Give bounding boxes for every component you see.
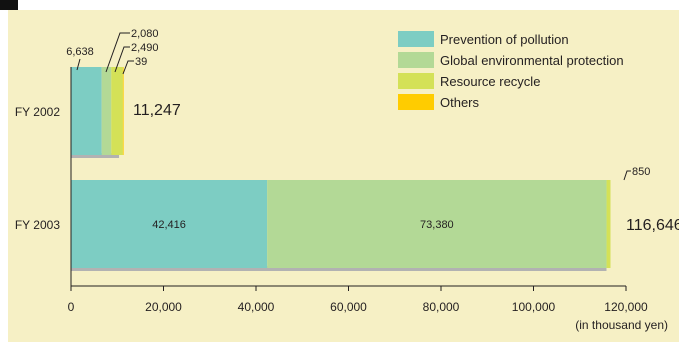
bar-segment	[122, 67, 124, 155]
unit-label: (in thousand yen)	[575, 318, 668, 332]
x-tick-label: 0	[68, 300, 75, 314]
bar-shadow	[71, 266, 607, 271]
bar-segment	[111, 67, 123, 155]
legend-swatch	[398, 73, 434, 89]
bar-segment	[71, 180, 268, 268]
corner-marker	[0, 0, 18, 10]
x-tick-label: 100,000	[512, 300, 556, 314]
data-label: 2,080	[131, 28, 159, 40]
legend-swatch	[398, 94, 434, 110]
legend-swatch	[398, 52, 434, 68]
category-label: FY 2002	[15, 105, 60, 119]
data-label: 39	[135, 56, 147, 68]
bar-segment	[71, 67, 102, 155]
leader-line	[105, 32, 130, 73]
plot-background	[8, 10, 679, 342]
data-label: 850	[632, 166, 650, 178]
legend: Prevention of pollution Global environmen…	[398, 31, 624, 110]
bar-segment	[606, 180, 611, 268]
legend-label: Resource recycle	[440, 74, 540, 89]
x-tick-label: 80,000	[423, 300, 460, 314]
legend-label: Prevention of pollution	[440, 32, 569, 47]
bar-segment	[101, 67, 112, 155]
data-label: 2,490	[131, 42, 159, 54]
leader-line	[122, 60, 134, 75]
legend-label: Global environmental protection	[440, 53, 624, 68]
leader-line	[623, 170, 631, 181]
x-tick-label: 20,000	[145, 300, 182, 314]
bar-shadow	[71, 153, 120, 158]
data-label: 73,380	[420, 219, 454, 231]
legend-swatch	[398, 31, 434, 47]
legend-label: Others	[440, 95, 480, 110]
total-label: 116,646	[626, 217, 679, 234]
leader-line	[76, 58, 81, 71]
x-tick-label: 120,000	[604, 300, 648, 314]
x-tick-label: 40,000	[238, 300, 275, 314]
data-label: 6,638	[66, 46, 94, 58]
data-label: 42,416	[152, 219, 186, 231]
leader-line	[114, 46, 130, 73]
x-tick-label: 60,000	[330, 300, 367, 314]
bar-segment	[267, 180, 607, 268]
category-label: FY 2003	[15, 218, 60, 232]
total-label: 11,247	[133, 102, 181, 119]
